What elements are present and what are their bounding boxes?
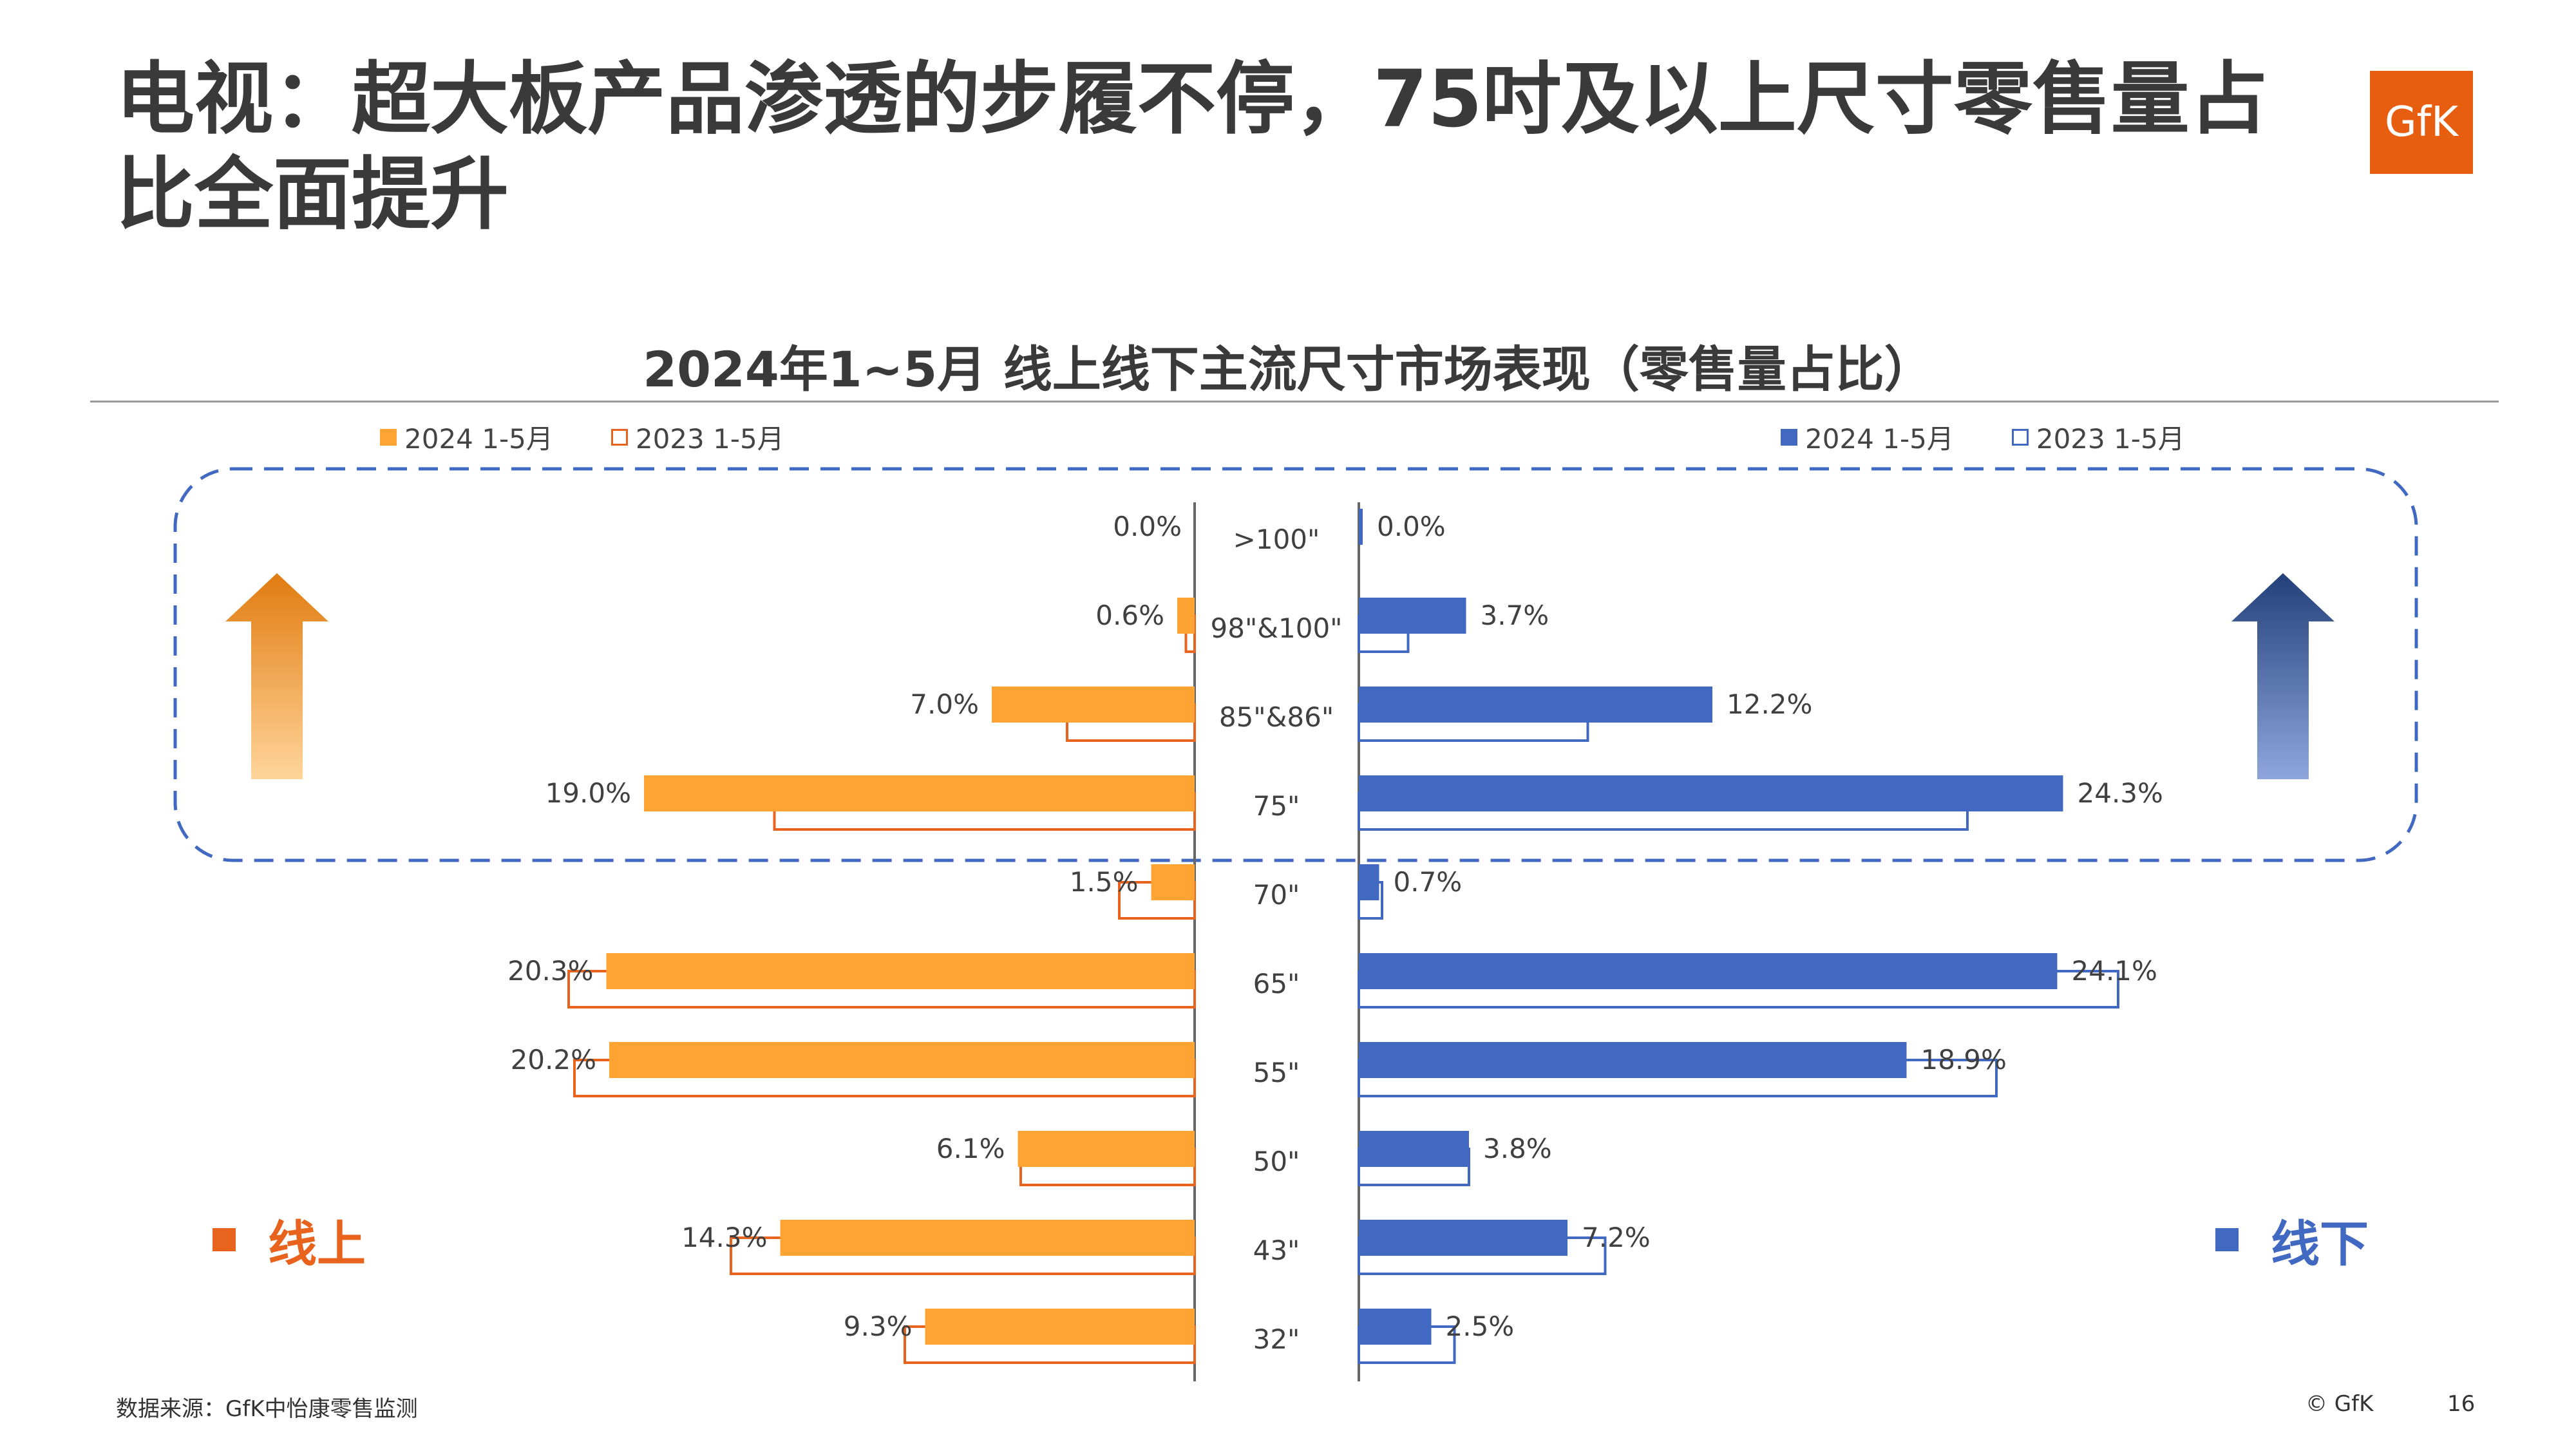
offline-value-label: 7.2% [1582,1222,1651,1253]
chart-title: 2024年1~5月 线上线下主流尺寸市场表现（零售量占比） [643,341,1933,398]
offline-value-label: 0.0% [1377,511,1446,542]
online-value-label: 0.6% [1095,600,1164,631]
size-category-label: 50" [1253,1146,1300,1177]
offline-value-label: 18.9% [1921,1044,2007,1075]
online-value-label: 20.2% [511,1044,596,1075]
size-category-label: 75" [1253,790,1300,822]
offline-bar-2024 [1359,687,1712,723]
online-section-label: 线上 [213,1204,366,1275]
online-bar-2024 [1018,1131,1195,1167]
legend-swatch-offline-2023 [2011,428,2029,446]
offline-value-label: 24.1% [2072,955,2157,987]
offline-value-label: 2.5% [1446,1311,1515,1342]
size-category-label: 43" [1253,1235,1300,1266]
online-bar-2024 [992,687,1195,723]
offline-bar-2024 [1359,864,1379,900]
online-bar-2024 [1151,864,1195,900]
online-value-label: 1.5% [1070,866,1139,898]
online-value-label: 6.1% [936,1133,1005,1164]
page-number: 16 [2447,1391,2476,1417]
offline-bar-2024 [1359,1220,1567,1256]
gfk-logo: GfK [2370,71,2473,174]
online-bar-2024 [1177,598,1195,634]
offline-value-label: 24.3% [2078,777,2163,809]
page-title: 电视：超大板产品渗透的步履不停，75吋及以上尺寸零售量占比全面提升 [116,53,2268,240]
offline-value-label: 12.2% [1727,688,1812,720]
offline-square-icon [2215,1228,2239,1251]
size-category-label: 55" [1253,1057,1300,1088]
online-bar-2024 [925,1309,1195,1345]
legend-swatch-offline-2024 [1781,428,1797,446]
copyright: © GfK [2306,1391,2374,1417]
size-category-label: 65" [1253,968,1300,999]
offline-up-arrow-icon [2231,573,2334,779]
offline-bar-2024 [1359,1042,1907,1078]
online-square-icon [213,1228,236,1251]
offline-bar-2024 [1359,509,1363,545]
online-up-arrow-icon [225,573,328,779]
legend-label-offline-2024: 2024 1-5月 [1805,423,1954,455]
size-category-label: 98"&100" [1211,612,1343,644]
size-category-label: 32" [1253,1323,1300,1355]
highlight-dashed-box [173,467,2418,862]
online-value-label: 0.0% [1113,511,1182,542]
size-category-label: 70" [1253,879,1300,911]
legend-swatch-online-2023 [611,428,628,446]
online-value-label: 14.3% [681,1222,767,1253]
offline-value-label: 3.7% [1481,600,1549,631]
offline-bar-2024 [1359,598,1466,634]
size-category-label: >100" [1233,524,1320,555]
size-category-label: 85"&86" [1219,701,1334,733]
online-value-label: 9.3% [844,1311,913,1342]
legend-swatch-online-2024 [380,428,397,446]
legend-label-offline-2023: 2023 1-5月 [2036,423,2185,455]
online-value-label: 7.0% [910,688,979,720]
online-bar-2024 [606,953,1195,989]
online-bar-2024 [644,775,1195,811]
online-bar-2024 [609,1042,1195,1078]
title-divider [90,401,2499,402]
offline-value-label: 0.7% [1394,866,1463,898]
offline-bar-2024 [1359,775,2063,811]
online-value-label: 19.0% [545,777,631,809]
offline-bar-2024 [1359,1309,1432,1345]
legend-label-online-2024: 2024 1-5月 [404,423,553,455]
online-legend: 2024 1-5月 2023 1-5月 [380,417,784,457]
offline-value-label: 3.8% [1483,1133,1552,1164]
offline-legend: 2024 1-5月 2023 1-5月 [1781,417,2185,457]
offline-label-text: 线下 [2271,1215,2369,1273]
source-note: 数据来源：GfK中怡康零售监测 [116,1396,418,1422]
online-label-text: 线上 [268,1215,366,1273]
legend-label-online-2023: 2023 1-5月 [635,423,784,455]
offline-bar-2024 [1359,953,2058,989]
online-bar-2024 [780,1220,1195,1256]
offline-bar-2024 [1359,1131,1469,1167]
online-value-label: 20.3% [507,955,593,987]
offline-section-label: 线下 [2215,1204,2369,1275]
